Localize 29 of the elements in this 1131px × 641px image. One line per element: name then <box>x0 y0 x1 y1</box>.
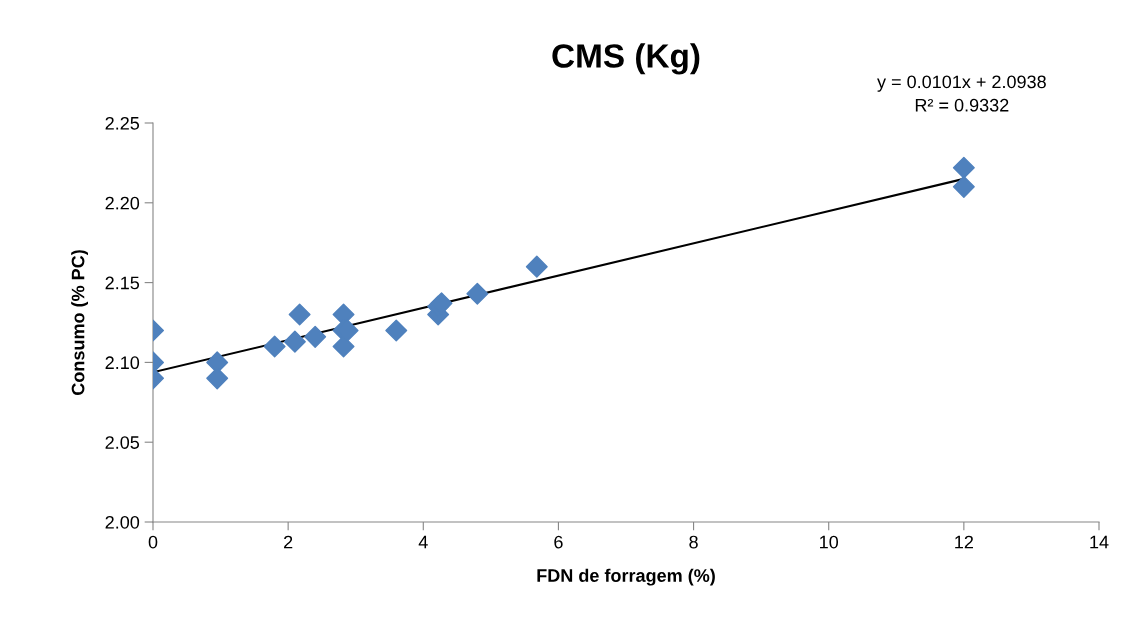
point <box>466 282 489 305</box>
x-tick-label: 12 <box>955 535 973 549</box>
text: y = 0.0101x + 2.0938 R² = 0.9332 <box>877 75 1046 112</box>
x-tick-label: 10 <box>820 535 839 549</box>
y-tick-label: 2.10 <box>105 356 140 370</box>
point <box>952 156 975 179</box>
y-tick-label: 2.25 <box>105 116 140 130</box>
point <box>263 335 286 358</box>
point <box>952 175 975 198</box>
y-tick-label: 2.15 <box>105 276 140 290</box>
point <box>525 255 548 278</box>
x-tick-label: 2 <box>284 535 293 549</box>
x-tick-label: 4 <box>418 535 428 549</box>
y-axis-title: Consumo (% PC) <box>71 250 88 395</box>
x-tick-label: 14 <box>1090 535 1109 549</box>
point <box>283 330 306 353</box>
chart-title: CMS (Kg) <box>552 43 700 75</box>
y-tick-label: 2.05 <box>105 436 140 449</box>
point <box>332 335 355 358</box>
point <box>288 303 311 326</box>
point <box>385 319 408 342</box>
point <box>304 325 327 348</box>
x-tick-label: 0 <box>148 535 158 549</box>
y-tick-label: 2.00 <box>105 515 140 529</box>
x-axis-title: FDN de forragem (%) <box>537 568 715 586</box>
x-tick-label: 8 <box>689 535 698 549</box>
y-tick-label: 2.20 <box>105 196 140 210</box>
point <box>206 367 229 390</box>
x-tick-label: 6 <box>554 535 563 549</box>
